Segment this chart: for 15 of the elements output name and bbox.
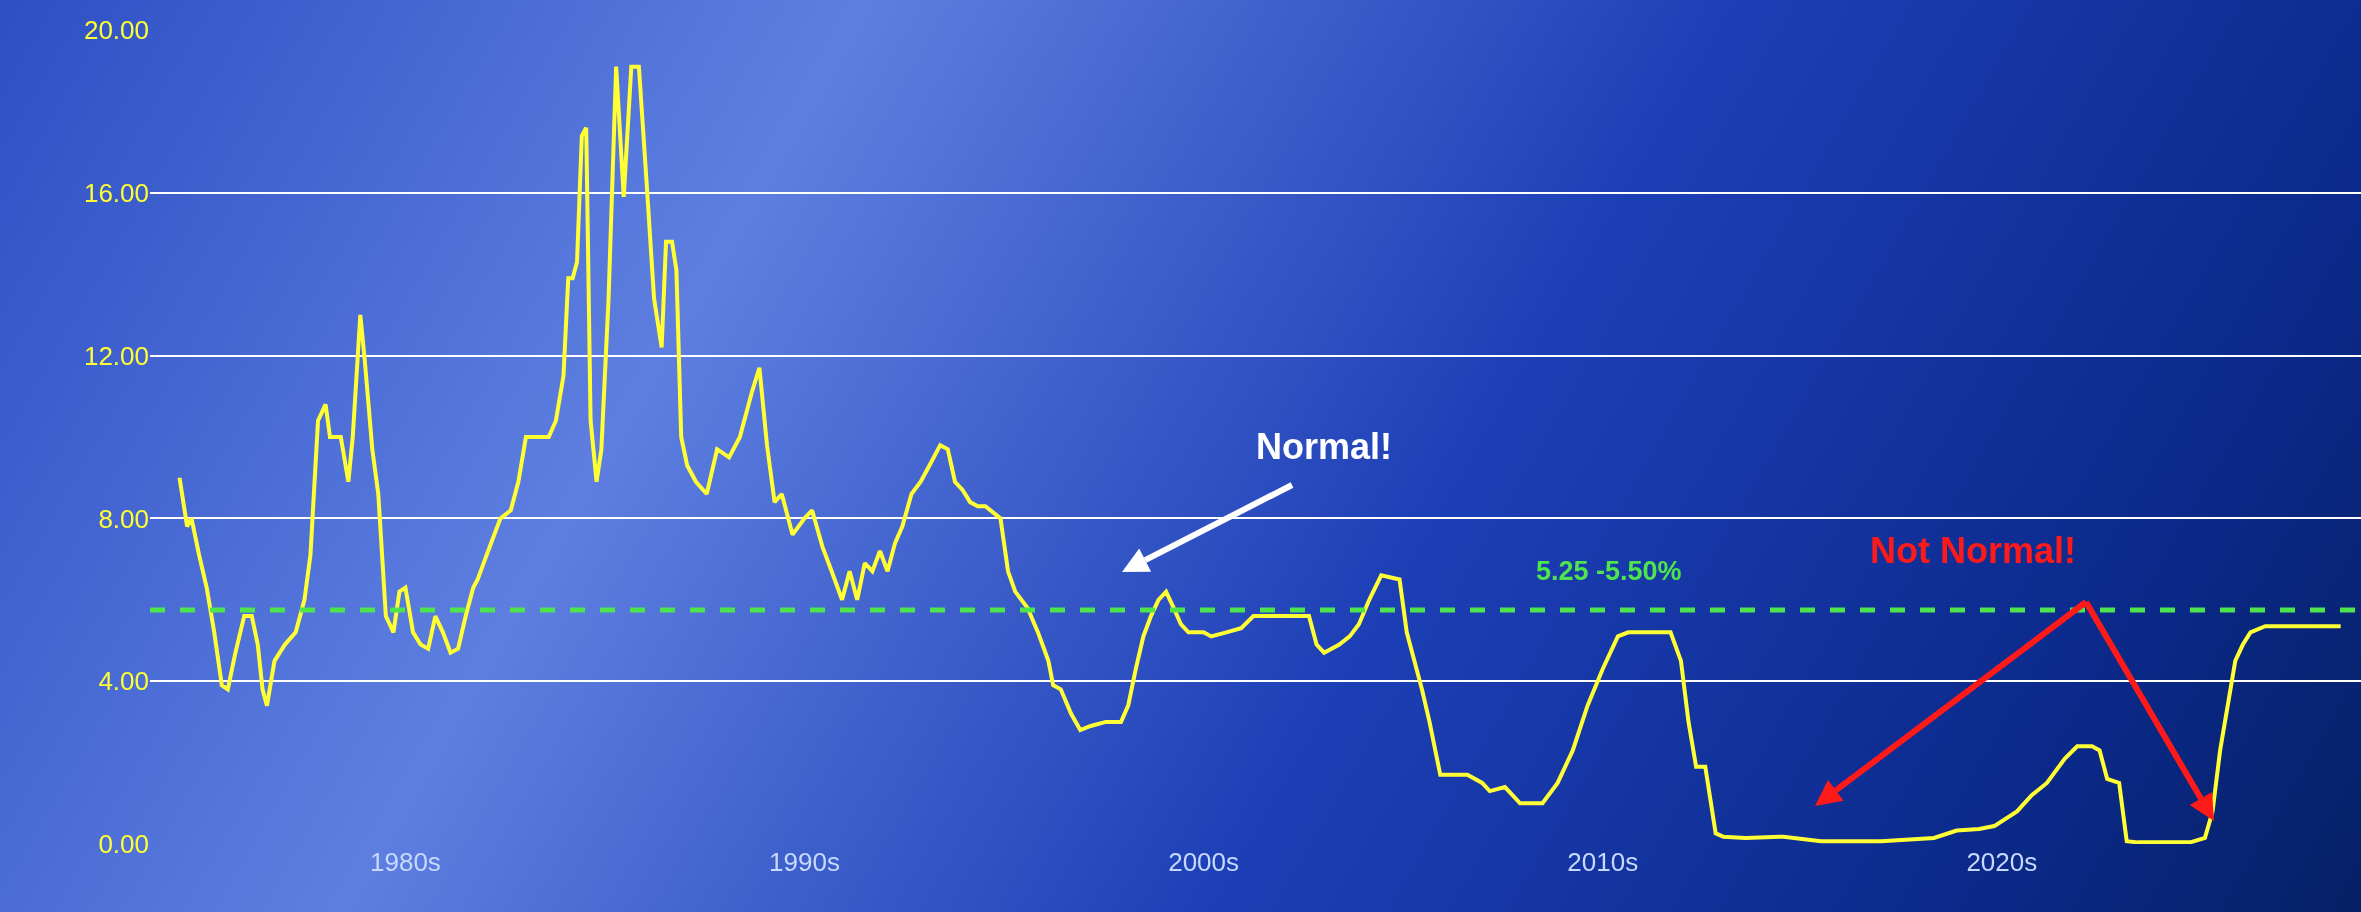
y-tick-label: 8.00: [98, 503, 149, 534]
y-tick-label: 20.00: [83, 15, 149, 46]
y-tick-label: 0.00: [98, 829, 149, 860]
line-series: [177, 64, 2343, 844]
annotation: Not Normal!: [1870, 530, 2076, 571]
y-tick-label: 16.00: [83, 177, 149, 208]
annotation: Normal!: [1256, 426, 1393, 467]
x-tick-label: 2000s: [1168, 847, 1240, 877]
y-tick-label: 12.00: [83, 340, 149, 371]
x-tick-label: 2010s: [1567, 847, 1639, 877]
x-tick-label: 1990s: [769, 847, 840, 877]
annotation: 5.25 -5.50%: [1536, 556, 1682, 586]
x-tick-label: 2020s: [1966, 847, 2038, 877]
y-tick-label: 4.00: [98, 666, 149, 697]
x-tick-label: 1980s: [370, 847, 441, 877]
